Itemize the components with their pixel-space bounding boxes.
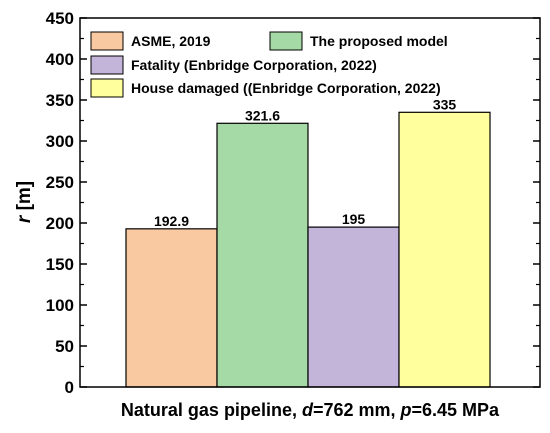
x-axis-p-variable: p <box>400 400 412 420</box>
bar-value-label: 192.9 <box>154 213 189 229</box>
x-axis-d-variable: d <box>302 400 314 420</box>
y-tick-label: 250 <box>46 173 74 192</box>
bar-value-label: 195 <box>342 211 366 227</box>
bars-layer <box>125 111 491 388</box>
legend-swatch <box>269 31 303 51</box>
x-axis-p-value: =6.45 MPa <box>412 400 501 420</box>
y-axis-variable: r <box>14 214 35 223</box>
bar <box>125 228 218 388</box>
y-tick-label: 300 <box>46 132 74 151</box>
y-tick-label: 450 <box>46 9 74 28</box>
bar-value-label: 321.6 <box>245 107 280 123</box>
y-axis-ticks: 0 50 100 150 200 250 300 350 400 450 <box>46 9 540 397</box>
legend-label: House damaged ((Enbridge Corporation, 20… <box>131 80 441 96</box>
x-axis-title: Natural gas pipeline, d=762 mm, p=6.45 M… <box>121 400 500 420</box>
y-tick-label: 150 <box>46 255 74 274</box>
y-tick-label: 50 <box>55 337 74 356</box>
legend-swatch <box>90 55 124 75</box>
y-tick-label: 350 <box>46 91 74 110</box>
y-axis-unit: [m] <box>14 181 35 216</box>
y-tick-label: 200 <box>46 214 74 233</box>
legend-swatch <box>90 31 124 51</box>
legend-swatch <box>90 78 124 98</box>
x-axis-prefix: Natural gas pipeline, <box>121 400 302 420</box>
x-axis-d-value: =762 mm, <box>313 400 401 420</box>
legend-label: ASME, 2019 <box>131 33 211 49</box>
y-tick-label: 400 <box>46 50 74 69</box>
legend-label: The proposed model <box>310 33 448 49</box>
legend-label: Fatality (Enbridge Corporation, 2022) <box>131 57 377 73</box>
y-axis-title: r [m] <box>14 181 35 223</box>
data-labels-layer: 192.9 321.6 195 335 <box>154 96 456 229</box>
bar <box>307 226 400 388</box>
y-tick-label: 0 <box>65 378 74 397</box>
bar <box>216 122 309 388</box>
bar-value-label: 335 <box>433 96 457 112</box>
bar <box>398 111 491 388</box>
legend: ASME, 2019 The proposed model Fatality (En… <box>90 31 448 98</box>
y-tick-label: 100 <box>46 296 74 315</box>
